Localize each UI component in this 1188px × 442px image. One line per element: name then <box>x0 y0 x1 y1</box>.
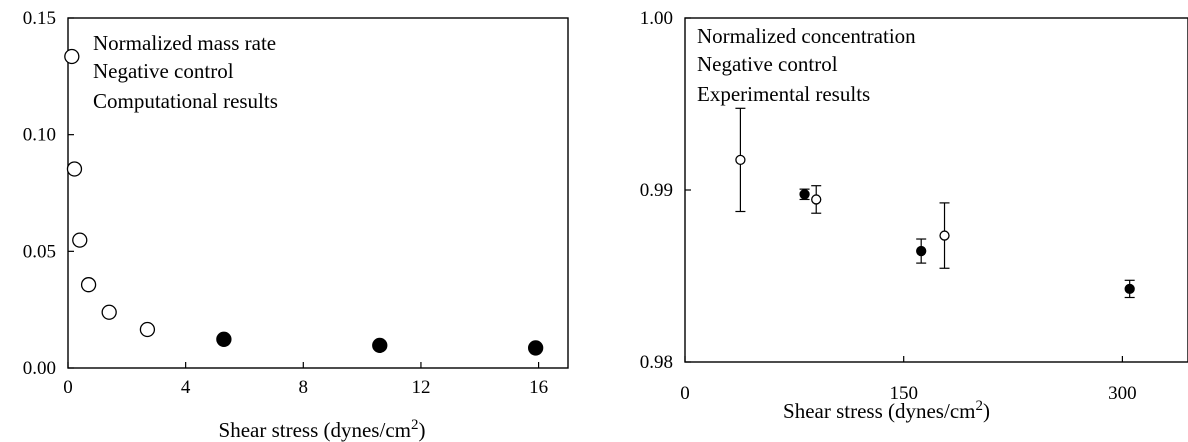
plot-frame <box>67 17 569 369</box>
data-point-open <box>80 277 97 293</box>
data-point-open <box>64 48 80 65</box>
data-point-filled <box>916 245 927 257</box>
data-point-filled <box>799 189 810 200</box>
annotation-line: Negative control <box>93 59 234 83</box>
data-point-filled <box>527 340 544 356</box>
y-tick-label: 0.00 <box>23 358 56 379</box>
x-axis-label: Shear stress (dynes/cm2) <box>783 398 990 423</box>
y-tick-label: 0.05 <box>23 241 56 262</box>
chart-2: 0 150 300 0.98 0.99 1.00 Shear stress (dynes/c… <box>640 8 1188 423</box>
data-point-filled <box>216 331 232 347</box>
y-tick-label: 0.10 <box>23 125 56 146</box>
data-point-open <box>811 194 822 205</box>
data-point-open <box>939 230 950 241</box>
annotation-line: Computational results <box>93 89 278 113</box>
annotation-line: Normalized concentration <box>697 24 916 48</box>
annotation-line: Negative control <box>697 52 838 76</box>
data-point-open <box>139 321 156 338</box>
data-point-filled <box>372 337 388 354</box>
annotation-line: Experimental results <box>697 82 870 106</box>
y-tick-label: 0.98 <box>640 352 673 373</box>
x-tick-label: 16 <box>529 377 548 398</box>
x-tick-label: 12 <box>411 377 430 398</box>
x-axis-label: Shear stress (dynes/cm2) <box>219 417 426 442</box>
x-tick-label: 4 <box>181 377 191 398</box>
data-point-open <box>735 154 746 166</box>
x-tick-label: 0 <box>680 383 690 404</box>
x-tick-label: 300 <box>1108 383 1137 404</box>
annotation-line: Normalized mass rate <box>93 31 276 55</box>
y-tick-label: 1.00 <box>640 8 673 29</box>
y-tick-label: 0.99 <box>640 180 673 201</box>
x-tick-label: 0 <box>63 377 73 398</box>
data-point-open <box>101 304 117 320</box>
data-point-open <box>72 232 88 248</box>
y-tick-label: 0.15 <box>23 8 56 29</box>
x-tick-label: 8 <box>299 377 309 398</box>
x-tick-label: 150 <box>889 383 918 404</box>
data-point-open <box>66 161 83 177</box>
chart-1: 0 4 8 12 16 0.00 0.05 0.10 0.15 Shear stress (dyn… <box>23 8 569 442</box>
data-point-filled <box>1124 283 1135 295</box>
